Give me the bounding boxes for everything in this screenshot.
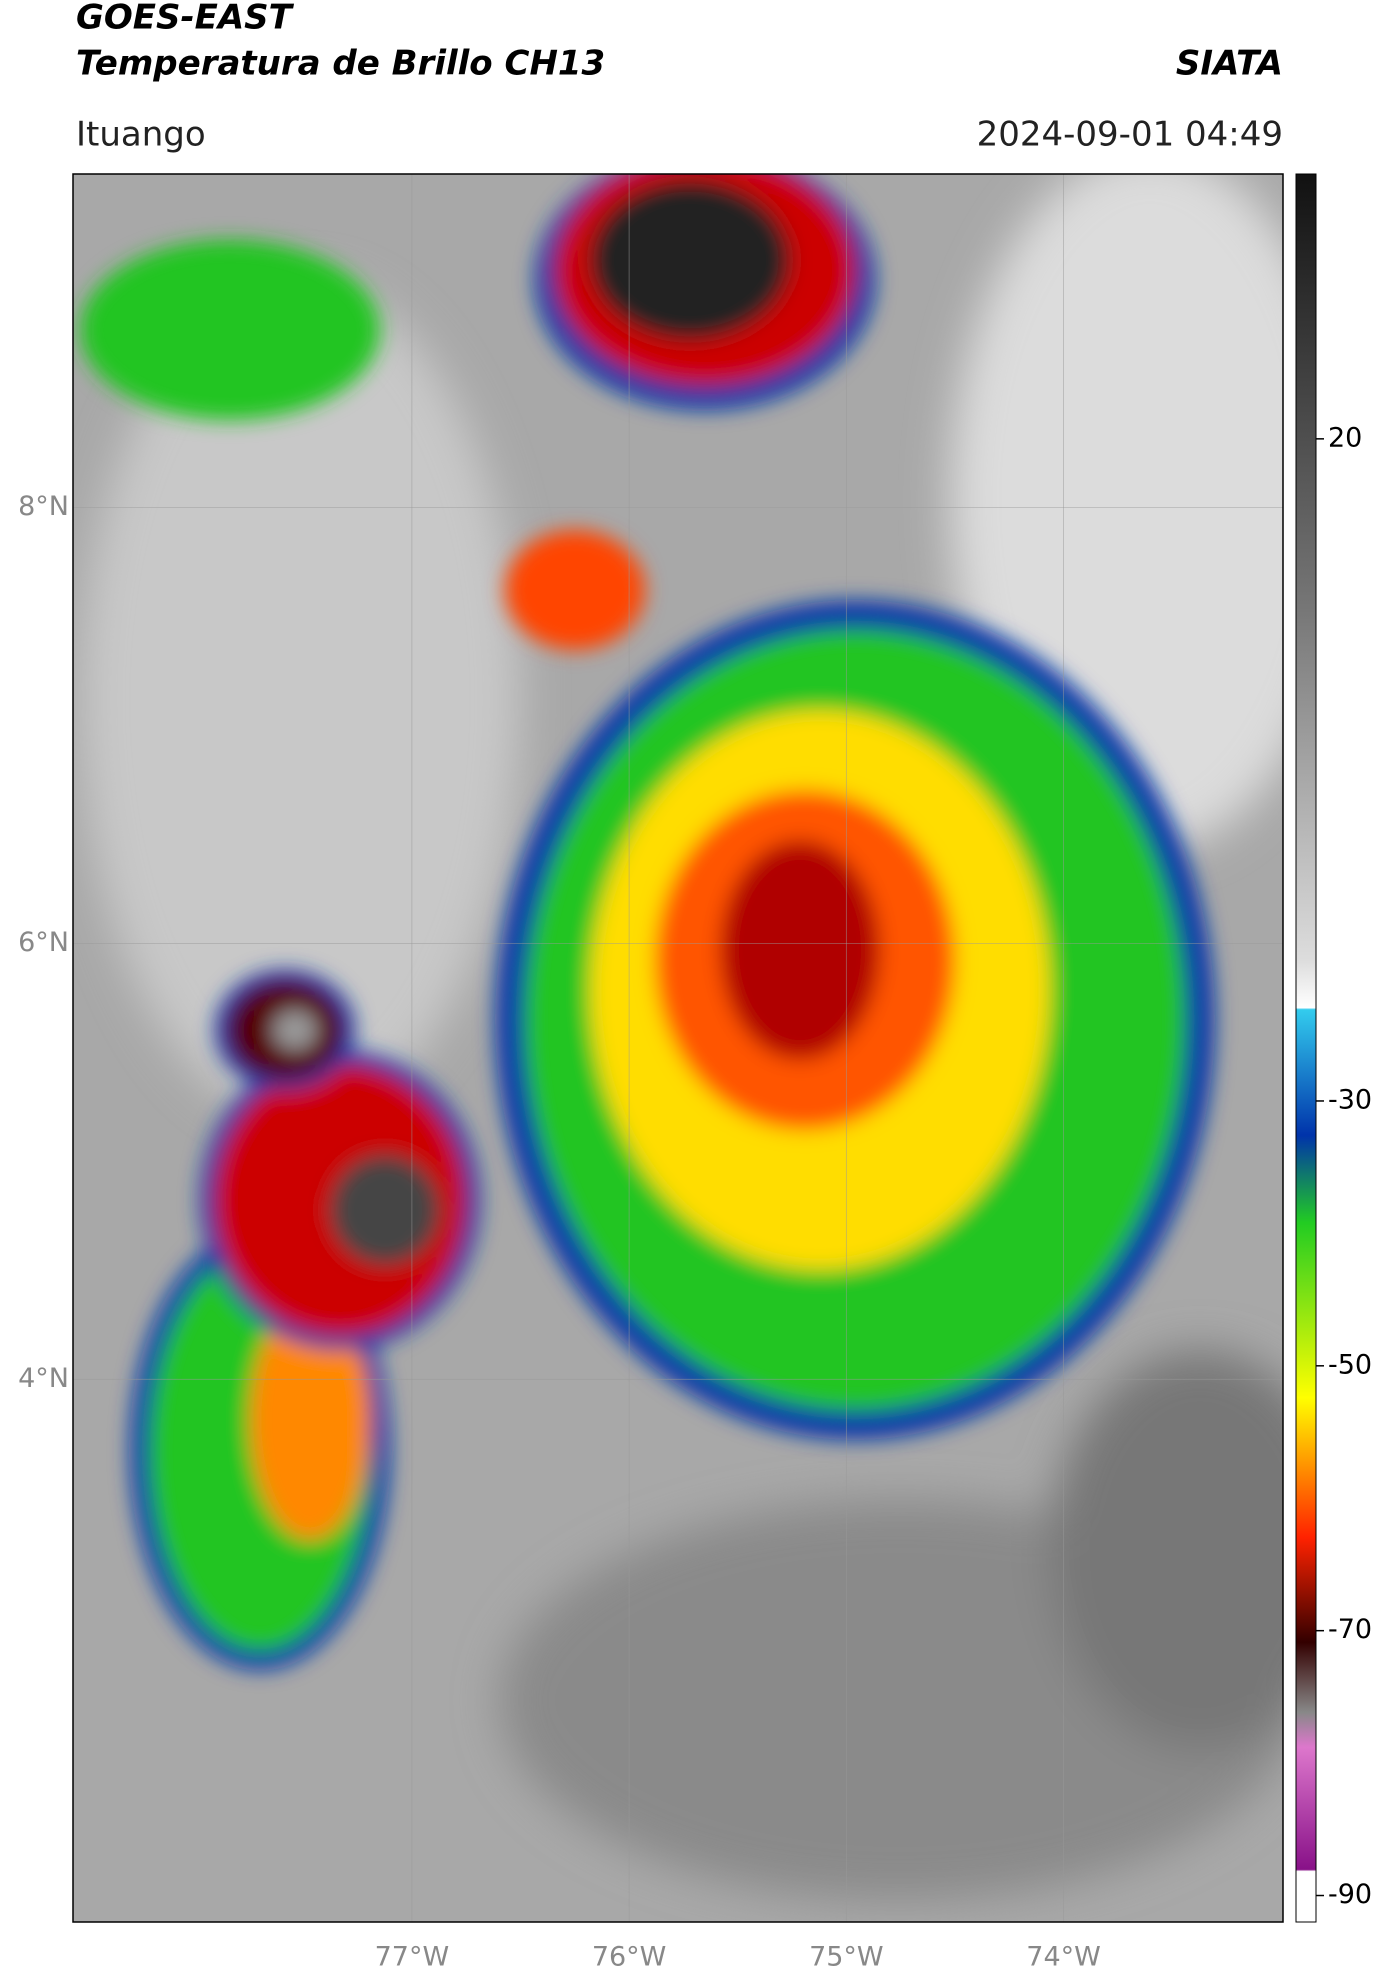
colorbar-tick-label: -70 [1328, 1614, 1372, 1645]
lat-tick-label: 6°N [18, 927, 69, 958]
brand: SIATA [1176, 44, 1283, 84]
map-grid [73, 174, 1283, 1922]
colorbar-tick-label: -90 [1328, 1879, 1372, 1910]
colorbar-tick-label: -30 [1328, 1084, 1372, 1115]
datetime: 2024-09-01 04:49 [977, 115, 1283, 155]
lat-tick-label: 4°N [18, 1363, 69, 1394]
map-frame [72, 173, 1284, 1923]
satellite-image [73, 174, 1283, 1922]
lon-tick-label: 75°W [809, 1942, 884, 1973]
location: Ituango [76, 115, 206, 155]
lon-tick-label: 74°W [1026, 1942, 1101, 1973]
colorbar-tick-label: 20 [1328, 422, 1362, 453]
subtitle: Temperatura de Brillo CH13 [76, 44, 605, 84]
colorbar [1295, 173, 1317, 1923]
title: GOES-EAST [76, 0, 295, 38]
lat-tick-label: 8°N [18, 491, 69, 522]
colorbar-tick-label: -50 [1328, 1349, 1372, 1380]
lon-tick-label: 76°W [592, 1942, 667, 1973]
lon-tick-label: 77°W [375, 1942, 450, 1973]
